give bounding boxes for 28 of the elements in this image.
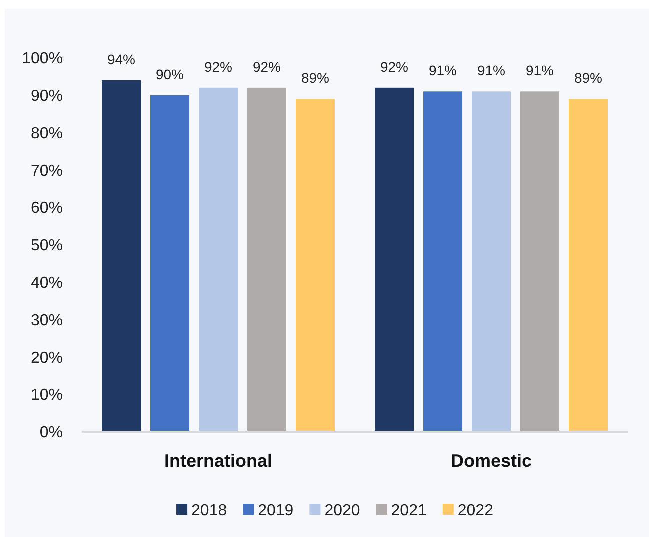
y-tick-label: 60% xyxy=(30,200,63,218)
y-tick-label: 90% xyxy=(30,88,63,105)
y-tick-label: 40% xyxy=(30,275,63,292)
legend-label: 2022 xyxy=(458,502,494,520)
legend-label: 2019 xyxy=(258,502,294,520)
y-tick-label: 50% xyxy=(30,238,63,255)
legend-label: 2018 xyxy=(192,502,228,520)
data-label: 91% xyxy=(428,62,458,79)
data-label: 91% xyxy=(526,62,554,79)
y-tick-label: 100% xyxy=(22,50,63,68)
y-tick-label: 20% xyxy=(30,350,63,367)
x-tick-label: Domestic xyxy=(450,451,532,471)
y-tick-label: 70% xyxy=(30,162,63,180)
data-label: 90% xyxy=(156,66,184,82)
data-label: 89% xyxy=(574,70,603,86)
y-tick-label: 30% xyxy=(30,312,63,330)
x-tick-label: International xyxy=(164,451,273,471)
legend-label: 2021 xyxy=(391,502,427,520)
data-label: 94% xyxy=(107,51,136,68)
data-label: 92% xyxy=(204,58,233,75)
data-label: 92% xyxy=(380,58,409,75)
y-tick-label: 80% xyxy=(30,125,63,142)
data-label: 89% xyxy=(301,70,330,86)
data-label: 91% xyxy=(477,62,506,79)
y-tick-label: 0% xyxy=(40,424,63,442)
y-tick-label: 10% xyxy=(30,387,63,404)
legend-label: 2020 xyxy=(324,502,360,520)
data-label: 92% xyxy=(252,58,282,75)
